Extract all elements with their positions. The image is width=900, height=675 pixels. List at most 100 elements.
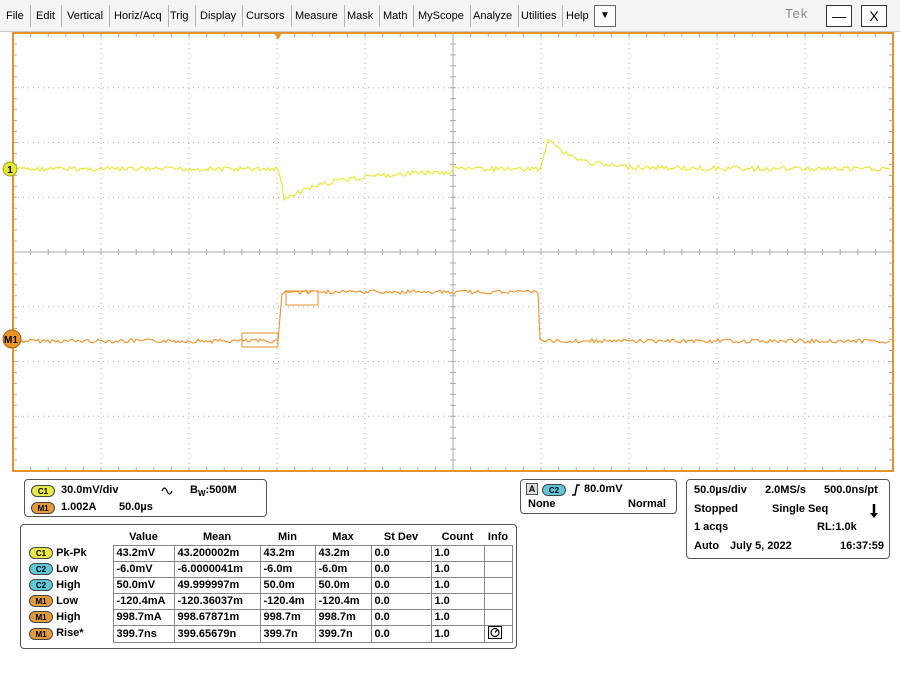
measurement-value: 998.7mA: [112, 608, 175, 626]
close-button[interactable]: X: [861, 5, 887, 27]
measurement-max: 43.2m: [314, 544, 372, 562]
channel-readout-panel[interactable]: C1 30.0mV/div BW:500M M1 1.002A 50.0µs: [24, 479, 267, 517]
source-badge: M1: [29, 611, 53, 624]
svg-text:1: 1: [7, 165, 13, 176]
measurement-label: C2 High: [26, 577, 113, 593]
measurement-min: -120.4m: [259, 592, 316, 610]
trigger-readout-panel[interactable]: A C2 80.0mV None Normal: [520, 479, 677, 514]
measurement-count: 1.0: [430, 544, 485, 562]
bandwidth-limit: BW:500M: [190, 484, 237, 499]
trigger-level: 80.0mV: [584, 483, 623, 495]
menu-vertical[interactable]: Vertical: [61, 5, 111, 27]
measurement-info: [483, 544, 513, 562]
measurement-name: Pk-Pk: [56, 546, 87, 559]
measurement-header-row: Value Mean Min Max St Dev Count Info: [26, 529, 512, 545]
measurement-stdev: 0.0: [370, 608, 432, 626]
measurement-min: -6.0m: [259, 560, 316, 578]
measurement-mean: -6.0000041m: [173, 560, 261, 578]
trigger-source-badge: C2: [542, 484, 566, 496]
ch1-ground-marker[interactable]: 1: [2, 161, 18, 177]
measurement-count: 1.0: [430, 592, 485, 610]
time-per-div: 50.0µs/div: [694, 484, 747, 496]
measurement-row[interactable]: M1 Rise* 399.7ns 399.65679n 399.7n 399.7…: [26, 624, 513, 643]
measurement-max: -6.0m: [314, 560, 372, 578]
menu-display[interactable]: Display: [194, 5, 244, 27]
measurement-row[interactable]: M1 High 998.7mA 998.67871m 998.7m 998.7m…: [26, 608, 513, 626]
down-arrow-icon: [870, 504, 878, 518]
menu-bar: File Edit Vertical Horiz/Acq Trig Displa…: [0, 0, 900, 32]
menu-trig[interactable]: Trig: [164, 5, 196, 27]
measurement-min: 43.2m: [259, 544, 316, 562]
measurement-row[interactable]: C2 Low -6.0mV -6.0000041m -6.0m -6.0m 0.…: [26, 560, 513, 578]
trigger-position-marker[interactable]: [274, 33, 282, 40]
c1-scale: 30.0mV/div: [61, 484, 119, 496]
grid-lines: [12, 32, 894, 472]
measurement-stdev: 0.0: [370, 592, 432, 610]
m1-scale: 1.002A: [61, 501, 97, 513]
source-badge: C1: [29, 547, 53, 560]
menu-utilities[interactable]: Utilities: [515, 5, 564, 27]
measurement-label: C1 Pk-Pk: [26, 545, 113, 561]
menu-mask[interactable]: Mask: [341, 5, 381, 27]
measurement-max: -120.4m: [314, 592, 372, 610]
measurement-info: [483, 576, 513, 594]
menu-measure[interactable]: Measure: [289, 5, 345, 27]
measurement-info[interactable]: [483, 624, 513, 643]
measurement-value: -6.0mV: [112, 560, 175, 578]
m1-high-marker: [285, 290, 319, 306]
measurement-info-icon[interactable]: [487, 625, 502, 639]
acq-date: July 5, 2022: [730, 540, 792, 552]
menu-cursors[interactable]: Cursors: [240, 5, 292, 27]
measurement-mean: 998.67871m: [173, 608, 261, 626]
measurement-count: 1.0: [430, 608, 485, 626]
trigger-auto-mode: Auto: [694, 540, 720, 552]
measurement-value: 43.2mV: [112, 544, 175, 562]
graticule: 1 M1: [0, 32, 900, 472]
ch1-waveform: [17, 138, 891, 202]
col-value: Value: [129, 530, 158, 543]
acquisition-panel[interactable]: 50.0µs/div 2.0MS/s 500.0ns/pt Stopped Si…: [686, 479, 890, 559]
measurement-name: High: [56, 578, 81, 591]
measurement-value: 399.7ns: [112, 624, 175, 643]
col-max: Max: [332, 530, 354, 543]
measurement-label: M1 Low: [26, 593, 113, 609]
source-badge: C2: [29, 563, 53, 576]
measurement-name: Rise*: [56, 627, 84, 640]
menu-horiz-acq[interactable]: Horiz/Acq: [108, 5, 169, 27]
measurement-row[interactable]: C2 High 50.0mV 49.999997m 50.0m 50.0m 0.…: [26, 576, 513, 594]
menu-help[interactable]: Help: [566, 10, 589, 22]
measurement-row[interactable]: C1 Pk-Pk 43.2mV 43.200002m 43.2m 43.2m 0…: [26, 544, 513, 562]
acq-time: 16:37:59: [840, 540, 885, 552]
m1-ground-marker[interactable]: M1: [2, 329, 22, 349]
menu-myscope[interactable]: MyScope: [412, 5, 471, 27]
menu-math[interactable]: Math: [377, 5, 415, 27]
measurement-min: 399.7n: [259, 624, 316, 643]
measurement-min: 998.7m: [259, 608, 316, 626]
m1-badge: M1: [31, 502, 55, 514]
measurement-max: 50.0m: [314, 576, 372, 594]
menu-dropdown-button[interactable]: ▼: [594, 5, 616, 27]
acq-count: 1 acqs: [694, 521, 729, 533]
trigger-a-badge: A: [526, 483, 538, 495]
trigger-coupling: None: [528, 498, 556, 510]
measurement-name: High: [56, 610, 81, 623]
minimize-button[interactable]: —: [826, 5, 852, 27]
col-count: Count: [441, 530, 474, 543]
measurement-row[interactable]: M1 Low -120.4mA -120.36037m -120.4m -120…: [26, 592, 513, 610]
measurement-value: 50.0mV: [112, 576, 175, 594]
sample-rate: 2.0MS/s: [765, 484, 806, 496]
display-frame: [12, 32, 894, 472]
menu-analyze[interactable]: Analyze: [467, 5, 520, 27]
measurement-mean: 399.65679n: [173, 624, 261, 643]
menu-file[interactable]: File: [0, 5, 31, 27]
measurement-value: -120.4mA: [112, 592, 175, 610]
rising-edge-icon: [572, 484, 580, 496]
menu-edit[interactable]: Edit: [30, 5, 62, 27]
measurement-name: Low: [56, 562, 79, 575]
acq-sequence: Single Seq: [772, 503, 829, 515]
col-min: Min: [278, 530, 297, 543]
col-info: Info: [487, 530, 509, 543]
measurement-mean: 43.200002m: [173, 544, 261, 562]
measurement-max: 399.7n: [314, 624, 372, 643]
waveform-display[interactable]: 1 M1: [0, 32, 900, 472]
